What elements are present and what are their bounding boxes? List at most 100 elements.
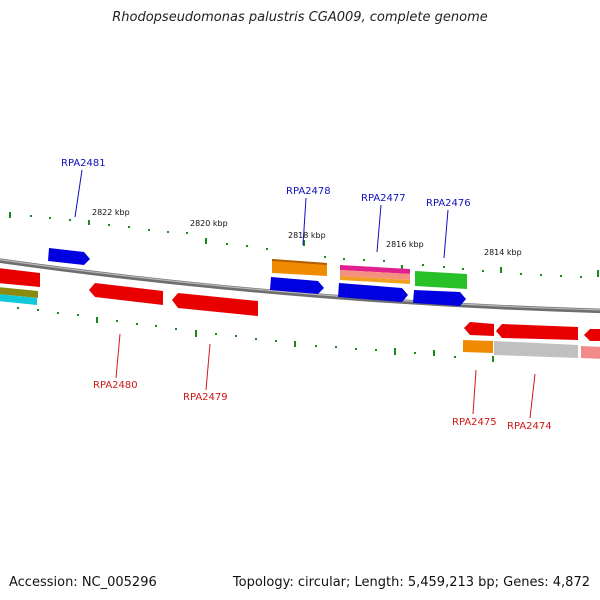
tick-dot (128, 226, 130, 228)
tick-dot (335, 346, 337, 348)
tick-dot (375, 349, 377, 351)
gene-label-rpa2477[interactable]: RPA2477 (361, 193, 406, 204)
kbp-label: 2818 kbp (288, 231, 326, 240)
tick-dot (88, 220, 90, 225)
tick-dot (136, 323, 138, 325)
tick-dot (324, 256, 326, 258)
feature-block-green (415, 271, 467, 289)
tick-dot (355, 348, 357, 350)
tick-dot (422, 264, 424, 266)
gene-rpa2481[interactable] (48, 248, 90, 265)
tick-dot (500, 267, 502, 273)
tick-dot (266, 248, 268, 250)
tick-dot (57, 312, 59, 314)
tick-dot (560, 275, 562, 277)
tick-dot (343, 258, 345, 260)
tick-dot (175, 328, 177, 330)
gene-rpa2476[interactable] (413, 290, 466, 306)
leader-line (443, 209, 449, 259)
gene-label-rpa2479[interactable]: RPA2479 (183, 392, 228, 403)
leader-line (472, 369, 477, 415)
genome-summary-text: Topology: circular; Length: 5,459,213 bp… (232, 575, 590, 590)
tick-dot (454, 356, 456, 358)
tick-dot (275, 340, 277, 342)
gene-rpa2480[interactable] (89, 283, 163, 305)
upper-label-leaders (74, 169, 449, 259)
tick-dot (303, 240, 305, 246)
gene-label-rpa2480[interactable]: RPA2480 (93, 380, 138, 391)
feature-block-olive-left (0, 287, 38, 298)
tick-dot (235, 335, 237, 337)
outer-tick-track (9, 212, 599, 278)
leader-line (74, 169, 83, 218)
inner-tick-track (17, 307, 494, 362)
gene-label-rpa2476[interactable]: RPA2476 (426, 198, 471, 209)
gene-label-rpa2478[interactable]: RPA2478 (286, 186, 331, 197)
kbp-label: 2816 kbp (386, 240, 424, 249)
tick-dot (167, 231, 169, 233)
feature-block-grey (494, 341, 578, 358)
gene-rpa2474[interactable] (496, 324, 578, 340)
feature-block-orange-lower (463, 340, 493, 353)
leader-line (376, 204, 382, 253)
map-title: Rhodopseudomonas palustris CGA009, compl… (112, 10, 488, 25)
tick-dot (116, 320, 118, 322)
leader-line (529, 373, 536, 419)
tick-dot (155, 325, 157, 327)
feature-block-red-left (0, 268, 40, 287)
tick-dot (492, 356, 494, 362)
tick-dot (580, 276, 582, 278)
gene-label-rpa2474[interactable]: RPA2474 (507, 421, 552, 432)
forward-gene-track (48, 248, 466, 306)
tick-dot (597, 270, 599, 277)
tick-dot (443, 266, 445, 268)
feature-block-salmon (340, 270, 410, 280)
tick-dot (383, 260, 385, 262)
tick-dot (49, 217, 51, 219)
tick-dot (148, 229, 150, 231)
feature-block-magenta (340, 265, 410, 274)
tick-dot (37, 309, 39, 311)
kbp-label: 2822 kbp (92, 208, 130, 217)
accession-text: Accession: NC_005296 (9, 575, 157, 590)
gene-rpa2477[interactable] (338, 283, 408, 302)
tick-dot (215, 333, 217, 335)
feature-block-orange-thin (340, 276, 410, 284)
gene-rpa2478[interactable] (270, 277, 324, 294)
tick-dot (205, 238, 207, 244)
tick-dot (540, 274, 542, 276)
tick-dot (17, 307, 19, 309)
leader-line (115, 333, 121, 379)
outer-feature-track (0, 259, 467, 305)
leader-line (302, 197, 307, 246)
gene-rpa2475[interactable] (464, 322, 494, 336)
tick-dot (520, 273, 522, 275)
leader-line (205, 343, 211, 391)
reverse-gene-track (89, 283, 600, 341)
tick-dot (433, 350, 435, 356)
feature-block-pink (581, 346, 600, 359)
tick-dot (363, 259, 365, 261)
tick-dot (482, 270, 484, 272)
lower-label-leaders (115, 333, 536, 419)
tick-dot (414, 352, 416, 354)
genome-backbone (0, 258, 600, 314)
tick-dot (69, 219, 71, 221)
feature-block-cyan-left (0, 294, 37, 305)
tick-dot (9, 212, 11, 218)
tick-dot (77, 314, 79, 316)
gene-rpa2479[interactable] (172, 293, 258, 316)
tick-dot (96, 317, 98, 323)
tick-dot (255, 338, 257, 340)
tick-dot (315, 345, 317, 347)
tick-dot (294, 341, 296, 347)
gene-label-rpa2475[interactable]: RPA2475 (452, 417, 497, 428)
tick-dot (186, 232, 188, 234)
gene-label-rpa2481[interactable]: RPA2481 (61, 158, 106, 169)
gene-partial-right[interactable] (584, 329, 600, 341)
tick-dot (195, 330, 197, 337)
genome-backbone-highlight (0, 259, 600, 311)
feature-block-orange-shade (272, 259, 327, 265)
inner-feature-track (463, 340, 600, 359)
tick-dot (246, 245, 248, 247)
